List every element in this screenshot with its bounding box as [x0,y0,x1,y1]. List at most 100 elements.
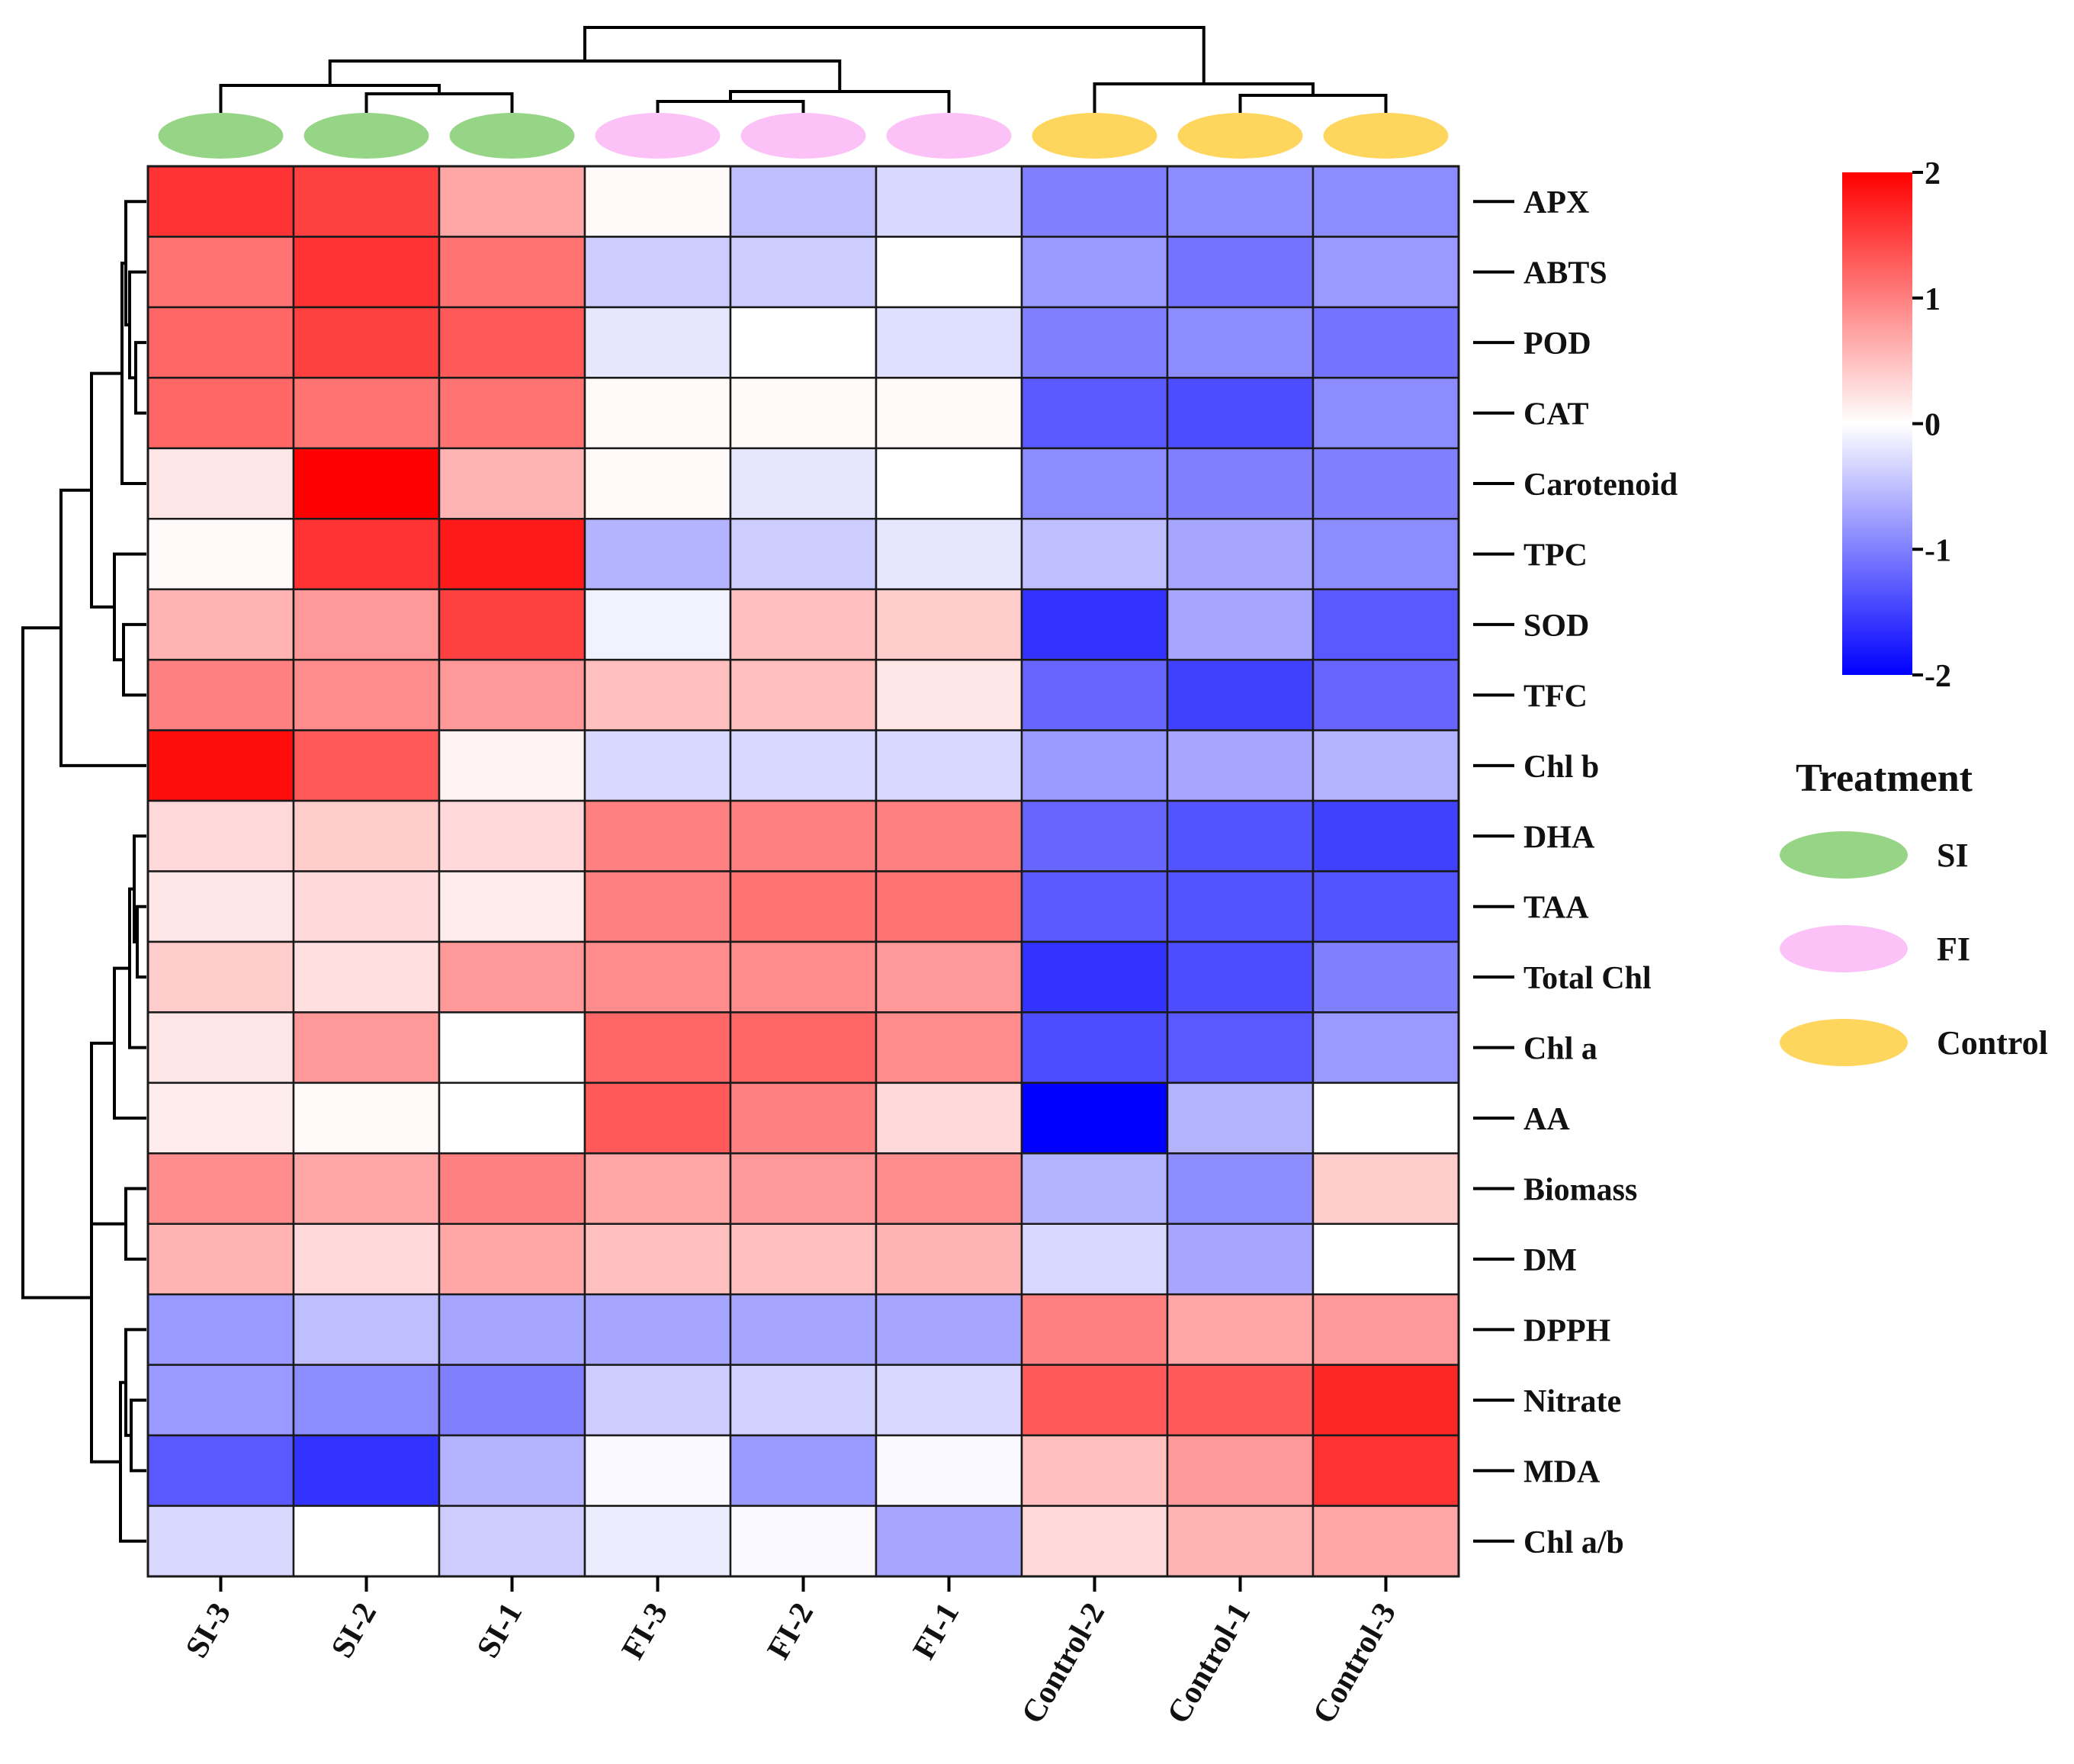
cell-aa-si-3 [146,1081,295,1155]
dendrogram-branch [136,904,146,979]
legend-label-fi: FI [1937,930,1970,968]
cell-apx-control-1 [1166,165,1315,238]
cell-chl-a-fi-1 [875,1011,1023,1084]
cell-nitrate-si-2 [292,1364,441,1437]
cell-aa-fi-3 [583,1081,732,1155]
cell-abts-si-1 [438,236,586,309]
cell-cat-fi-3 [583,377,732,450]
cell-apx-si-2 [292,165,441,238]
cell-chl-a-b-control-1 [1166,1505,1315,1578]
cell-tfc-si-1 [438,658,586,731]
cell-mda-si-1 [438,1434,586,1507]
cell-tfc-si-3 [146,658,295,731]
cell-apx-fi-2 [729,165,878,238]
cell-dpph-fi-2 [729,1293,878,1366]
cell-chl-a-b-fi-3 [583,1505,732,1578]
cell-aa-control-3 [1312,1081,1460,1155]
cell-dpph-control-1 [1166,1293,1315,1366]
cell-mda-fi-2 [729,1434,878,1507]
column-label-fi-2: FI-2 [761,1597,820,1666]
dendrogram-branch [124,1328,146,1438]
cell-dm-control-3 [1312,1223,1460,1296]
cell-nitrate-fi-3 [583,1364,732,1437]
cell-chl-a-b-si-3 [146,1505,295,1578]
cell-abts-si-3 [146,236,295,309]
cell-taa-fi-1 [875,870,1023,943]
row-label-total-chl: Total Chl [1523,961,1652,996]
cell-sod-control-2 [1020,588,1169,661]
row-label-apx: APX [1523,185,1589,220]
row-dendrogram [21,200,146,1543]
cell-aa-fi-1 [875,1081,1023,1155]
cell-aa-control-2 [1020,1081,1169,1155]
cell-chl-b-control-2 [1020,729,1169,802]
cell-chl-a-fi-3 [583,1011,732,1084]
cell-pod-control-3 [1312,306,1460,379]
group-marker-si [158,113,284,159]
cell-total-chl-si-3 [146,940,295,1014]
cell-total-chl-control-1 [1166,940,1315,1014]
cell-abts-fi-2 [729,236,878,309]
cell-dpph-fi-3 [583,1293,732,1366]
cell-abts-control-3 [1312,236,1460,309]
cell-taa-si-3 [146,870,295,943]
cell-carotenoid-control-3 [1312,447,1460,520]
color-scale-label: 2 [1925,156,1941,191]
row-label-mda: MDA [1523,1454,1600,1489]
cell-total-chl-control-2 [1020,940,1169,1014]
legend-swatch-fi [1780,925,1908,972]
cell-apx-si-3 [146,165,295,238]
cell-chl-a-si-2 [292,1011,441,1084]
cell-carotenoid-fi-3 [583,447,732,520]
cell-biomass-si-2 [292,1152,441,1226]
row-label-pod: POD [1523,326,1591,361]
cell-dm-si-1 [438,1223,586,1296]
cell-chl-a-b-si-2 [292,1505,441,1578]
cell-mda-control-3 [1312,1434,1460,1507]
column-label-control-3: Control-3 [1306,1597,1403,1730]
cell-total-chl-fi-1 [875,940,1023,1014]
cell-biomass-control-3 [1312,1152,1460,1226]
cell-tpc-control-2 [1020,518,1169,590]
cell-aa-control-1 [1166,1081,1315,1155]
cell-cat-control-3 [1312,377,1460,450]
cell-pod-si-3 [146,306,295,379]
dendrogram-branch [656,100,805,113]
column-group-markers [158,113,1449,159]
cell-pod-fi-1 [875,306,1023,379]
dendrogram-branch [130,1398,146,1473]
cell-mda-fi-3 [583,1434,732,1507]
cell-dha-si-2 [292,799,441,872]
cell-chl-b-fi-3 [583,729,732,802]
legend-swatch-control [1780,1019,1908,1066]
cell-taa-si-1 [438,870,586,943]
cell-pod-control-2 [1020,306,1169,379]
column-label-control-2: Control-2 [1015,1597,1112,1730]
cell-chl-a-si-1 [438,1011,586,1084]
cell-dha-control-3 [1312,799,1460,872]
legend-label-control: Control [1937,1024,2048,1062]
cell-taa-control-1 [1166,870,1315,943]
cell-biomass-fi-1 [875,1152,1023,1226]
cell-total-chl-control-3 [1312,940,1460,1014]
group-marker-si [303,113,429,159]
cell-chl-a-si-3 [146,1011,295,1084]
cell-cat-fi-1 [875,377,1023,450]
cell-cat-si-1 [438,377,586,450]
cell-biomass-control-1 [1166,1152,1315,1226]
cell-chl-b-fi-2 [729,729,878,802]
cell-taa-fi-3 [583,870,732,943]
legend-label-si: SI [1937,837,1969,874]
legend-swatch-si [1780,831,1908,879]
group-marker-control [1323,113,1449,159]
cell-chl-a-b-fi-2 [729,1505,878,1578]
color-scale-label: -1 [1925,533,1951,568]
cell-total-chl-si-2 [292,940,441,1014]
cell-dha-fi-2 [729,799,878,872]
cell-nitrate-control-3 [1312,1364,1460,1437]
color-scale-gradient [1842,172,1912,675]
cell-dm-control-2 [1020,1223,1169,1296]
cell-cat-fi-2 [729,377,878,450]
cell-tpc-control-3 [1312,518,1460,590]
